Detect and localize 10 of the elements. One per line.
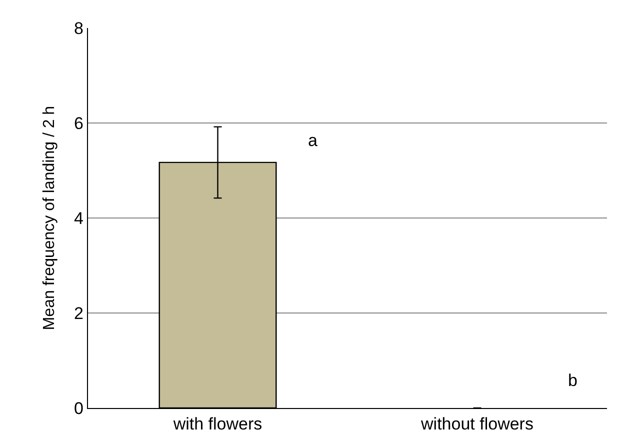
y-tick-label: 8 (74, 18, 84, 38)
y-tick-label: 6 (74, 114, 84, 133)
x-tick-label: without flowers (420, 414, 534, 434)
annotation: a (308, 131, 318, 150)
y-tick-label: 2 (74, 304, 84, 323)
y-tick-label: 0 (74, 398, 84, 418)
annotation: b (568, 371, 578, 390)
y-axis-title: Mean frequency of landing / 2 h (40, 106, 58, 330)
x-tick-label: with flowers (172, 414, 262, 434)
y-tick-label: 4 (74, 208, 84, 228)
